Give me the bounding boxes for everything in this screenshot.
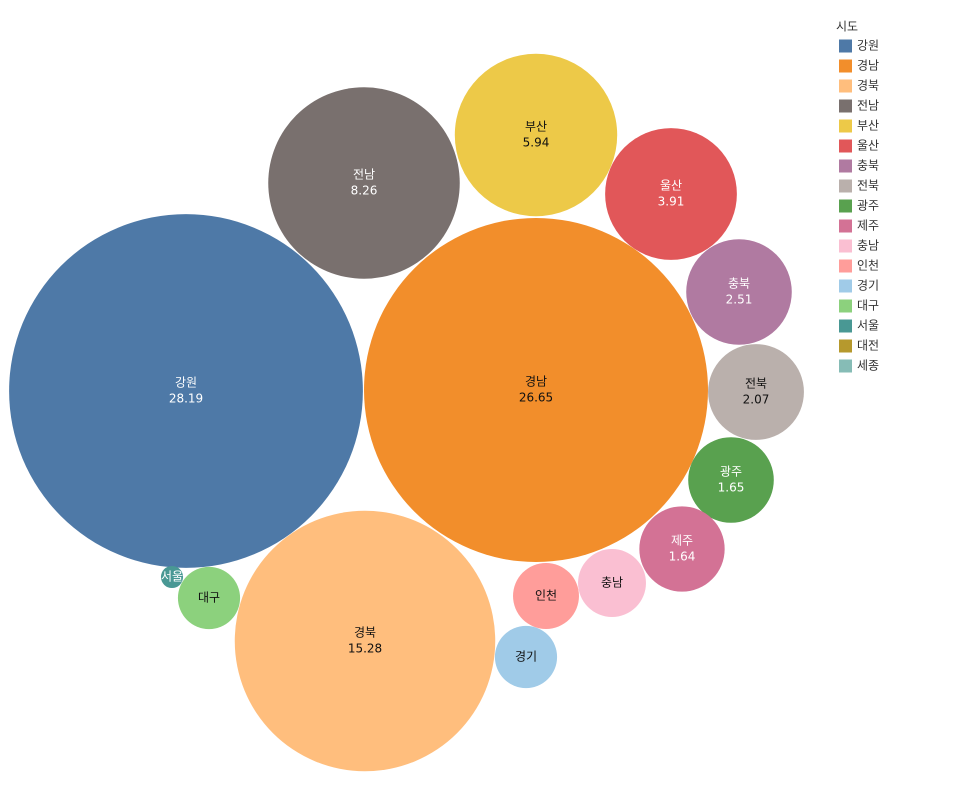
- legend-label: 충북: [857, 159, 879, 173]
- bubble-label: 경기: [515, 650, 537, 664]
- legend-swatch: [839, 39, 852, 53]
- bubble-label: 대구: [198, 591, 220, 605]
- bubble-label: 제주: [671, 534, 693, 548]
- legend-label: 광주: [857, 199, 879, 213]
- legend-label: 강원: [857, 39, 879, 53]
- bubble-label: 인천: [535, 588, 557, 603]
- legend-swatch: [839, 239, 852, 253]
- bubble: [708, 344, 804, 440]
- bubble-label: 광주: [720, 465, 742, 479]
- legend-label: 울산: [857, 139, 879, 153]
- value-label: 1.64: [669, 550, 696, 564]
- legend-label: 세종: [857, 359, 879, 373]
- bubble: [177, 566, 241, 630]
- legend-swatch: [839, 319, 852, 333]
- legend-swatch: [839, 199, 852, 213]
- bubble: [578, 549, 646, 617]
- value-label: 8.26: [351, 184, 378, 198]
- legend-label: 충남: [857, 239, 879, 253]
- bubble: [513, 563, 579, 629]
- bubble-label: 전남: [353, 168, 375, 182]
- value-label: 26.65: [519, 391, 553, 405]
- bubble-label: 충남: [601, 576, 623, 590]
- bubble-label: 서울: [161, 570, 183, 584]
- bubble: [639, 506, 725, 592]
- legend-swatch: [839, 279, 852, 293]
- legend-label: 대전: [857, 339, 879, 353]
- legend-swatch: [839, 359, 852, 373]
- value-label: 2.07: [743, 393, 770, 407]
- legend-label: 전남: [857, 99, 879, 113]
- legend-swatch: [839, 299, 852, 313]
- value-label: 3.91: [658, 195, 685, 209]
- bubble: [268, 87, 460, 279]
- legend-title: 시도: [836, 20, 858, 34]
- bubble-label: 강원: [175, 376, 197, 390]
- legend-swatch: [839, 139, 852, 153]
- bubble: [160, 565, 184, 589]
- legend-swatch: [839, 59, 852, 73]
- legend-swatch: [839, 179, 852, 193]
- bubble: [494, 625, 558, 689]
- legend-swatch: [839, 99, 852, 113]
- legend-label: 부산: [857, 119, 879, 133]
- bubble-label: 충북: [728, 277, 750, 291]
- bubble: [234, 510, 496, 772]
- legend-label: 경북: [857, 79, 879, 93]
- value-label: 15.28: [348, 642, 382, 656]
- value-label: 5.94: [523, 136, 550, 150]
- legend-label: 서울: [857, 319, 879, 333]
- legend-label: 경기: [857, 279, 879, 293]
- legend-swatch: [839, 119, 852, 133]
- bubble: [364, 218, 708, 562]
- bubble-label: 경남: [525, 375, 547, 389]
- bubble: [686, 239, 792, 345]
- value-label: 28.19: [169, 392, 203, 406]
- legend-label: 경남: [857, 59, 879, 73]
- bubble: [454, 53, 618, 217]
- value-label: 2.51: [726, 293, 753, 307]
- legend-swatch: [839, 219, 852, 233]
- legend-swatch: [839, 339, 852, 353]
- legend-label: 전북: [857, 179, 879, 193]
- legend-label: 대구: [857, 299, 879, 313]
- bubble-label: 울산: [660, 179, 682, 193]
- bubble-label: 경북: [354, 626, 376, 640]
- bubble: [9, 214, 363, 568]
- bubble: [605, 128, 737, 260]
- legend-swatch: [839, 159, 852, 173]
- legend-swatch: [839, 259, 852, 273]
- bubble: [688, 437, 774, 523]
- bubble-label: 전북: [745, 377, 767, 391]
- legend-label: 제주: [857, 219, 879, 233]
- value-label: 1.65: [718, 481, 745, 495]
- legend-label: 인천: [857, 258, 879, 273]
- legend-swatch: [839, 79, 852, 93]
- bubble-label: 부산: [525, 120, 547, 134]
